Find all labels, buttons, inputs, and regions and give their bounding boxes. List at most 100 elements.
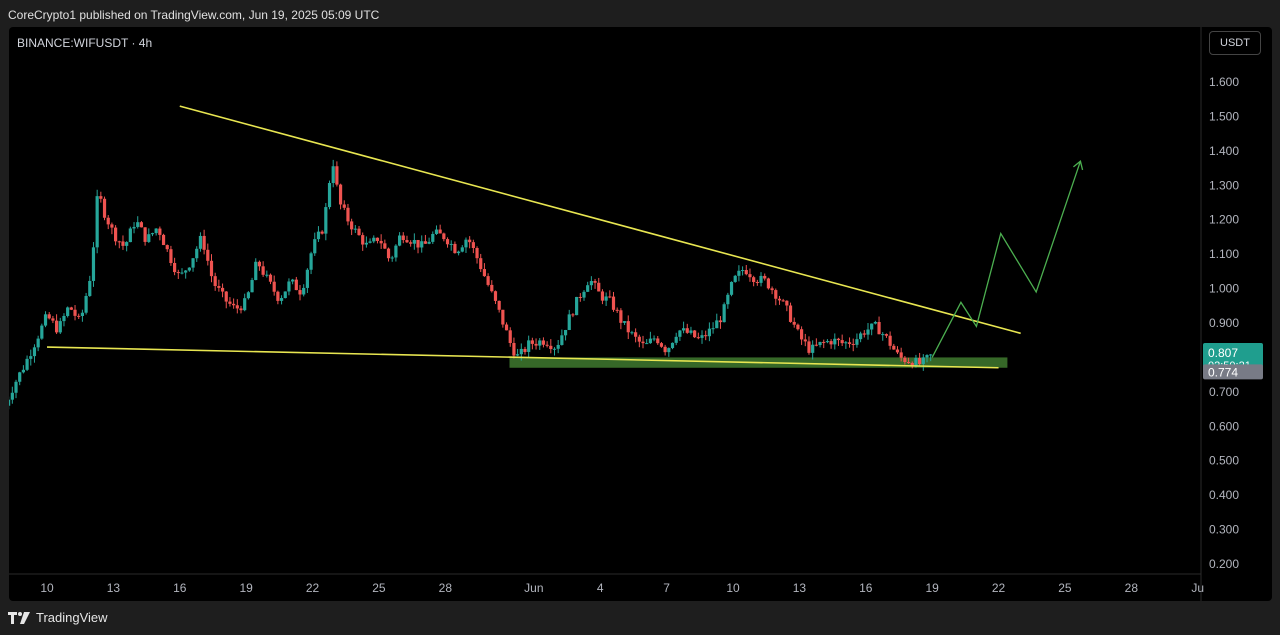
candle-body — [235, 305, 239, 309]
candle-body — [154, 228, 158, 234]
candle-body — [239, 308, 243, 311]
candle-body — [386, 248, 391, 259]
candle-body — [128, 228, 132, 243]
candle-body — [357, 228, 361, 236]
candle-body — [740, 270, 745, 272]
candle-body — [191, 258, 195, 268]
candle-body — [641, 341, 645, 344]
candle-body — [184, 270, 188, 273]
candle-body — [66, 307, 70, 316]
candle-body — [899, 352, 903, 358]
candle-body — [534, 343, 538, 346]
support-trendline — [46, 346, 999, 369]
currency-button[interactable]: USDT — [1209, 31, 1261, 55]
x-tick-label: 22 — [992, 581, 1006, 595]
candle-body — [309, 253, 313, 270]
candle-body — [217, 285, 221, 288]
candle-body — [331, 166, 335, 184]
candle-body — [88, 280, 92, 296]
candle-body — [755, 282, 759, 284]
candle-body — [634, 332, 638, 337]
candle-body — [822, 341, 826, 343]
candle-body — [147, 234, 151, 242]
y-tick-label: 1.500 — [1209, 109, 1239, 123]
candle-body — [265, 274, 269, 276]
candle-body — [121, 241, 125, 246]
candle-body — [556, 344, 560, 349]
x-tick-label: 10 — [40, 581, 54, 595]
candle-body — [268, 274, 273, 282]
candle-body — [209, 260, 214, 277]
candle-body — [877, 321, 881, 335]
candle-body — [316, 231, 321, 240]
candle-body — [350, 221, 354, 230]
candle-body — [648, 338, 652, 344]
candle-body — [608, 296, 612, 298]
candle-body — [906, 362, 911, 364]
candle-body — [578, 296, 582, 298]
candle-body — [409, 242, 413, 244]
y-tick-label: 1.200 — [1209, 213, 1239, 227]
candle-body — [892, 345, 896, 350]
x-tick-label: 16 — [173, 581, 187, 595]
candle-body — [95, 196, 99, 248]
candle-body — [497, 300, 501, 310]
candle-body — [884, 334, 889, 336]
candle-body — [493, 291, 498, 301]
candle-body — [737, 270, 741, 276]
candle-body — [10, 392, 14, 400]
candle-body — [125, 242, 129, 246]
y-tick-label: 0.700 — [1209, 385, 1239, 399]
candle-body — [132, 226, 136, 229]
candle-body — [379, 240, 383, 244]
candle-body — [752, 277, 756, 283]
candle-body — [298, 290, 302, 295]
candle-body — [600, 291, 605, 301]
symbol-label[interactable]: BINANCE:WIFUSDT · 4h — [17, 36, 153, 50]
candle-body — [490, 284, 494, 292]
candle-body — [652, 338, 656, 340]
candle-body — [538, 340, 542, 346]
candle-body — [51, 318, 55, 321]
candle-body — [729, 281, 734, 295]
chart-panel[interactable]: 1.600 1.500 1.400 1.300 1.200 1.100 1.000 0.900… — [9, 27, 1272, 601]
candle-body — [589, 281, 593, 286]
candle-body — [18, 372, 22, 382]
candle-body — [770, 288, 774, 291]
candle-body — [715, 320, 719, 329]
candle-body — [582, 291, 586, 298]
footer-brand[interactable]: TradingView — [8, 610, 108, 625]
candle-body — [73, 309, 77, 316]
candle-body — [888, 335, 892, 346]
candle-body — [47, 314, 51, 319]
projection-path — [931, 160, 1082, 358]
price-chart[interactable]: 1.600 1.500 1.400 1.300 1.200 1.100 1.000 0.900… — [9, 27, 1272, 601]
candle-body — [220, 287, 225, 292]
candle-body — [394, 245, 398, 258]
candle-body — [681, 328, 686, 331]
candle-body — [62, 315, 66, 322]
candle-body — [114, 227, 118, 242]
candle-body — [501, 309, 505, 325]
candle-body — [136, 222, 140, 227]
candle-body — [14, 381, 18, 393]
x-tick-label: 10 — [726, 581, 740, 595]
candle-body — [811, 344, 815, 353]
candle-body — [283, 291, 287, 299]
candle-body — [195, 248, 199, 259]
candle-body — [464, 239, 468, 248]
candle-body — [814, 344, 818, 346]
candle-body — [696, 337, 700, 339]
candle-body — [36, 338, 40, 348]
candle-body — [106, 217, 110, 225]
footer-brand-label: TradingView — [36, 610, 108, 625]
candle-body — [364, 242, 368, 245]
tradingview-logo-icon — [8, 611, 30, 624]
candle-body — [213, 276, 217, 286]
candle-body — [91, 247, 96, 281]
candle-body — [368, 241, 372, 243]
candle-body — [530, 340, 534, 344]
candle-body — [449, 243, 453, 245]
candle-body — [232, 303, 236, 306]
candle-body — [250, 280, 254, 293]
